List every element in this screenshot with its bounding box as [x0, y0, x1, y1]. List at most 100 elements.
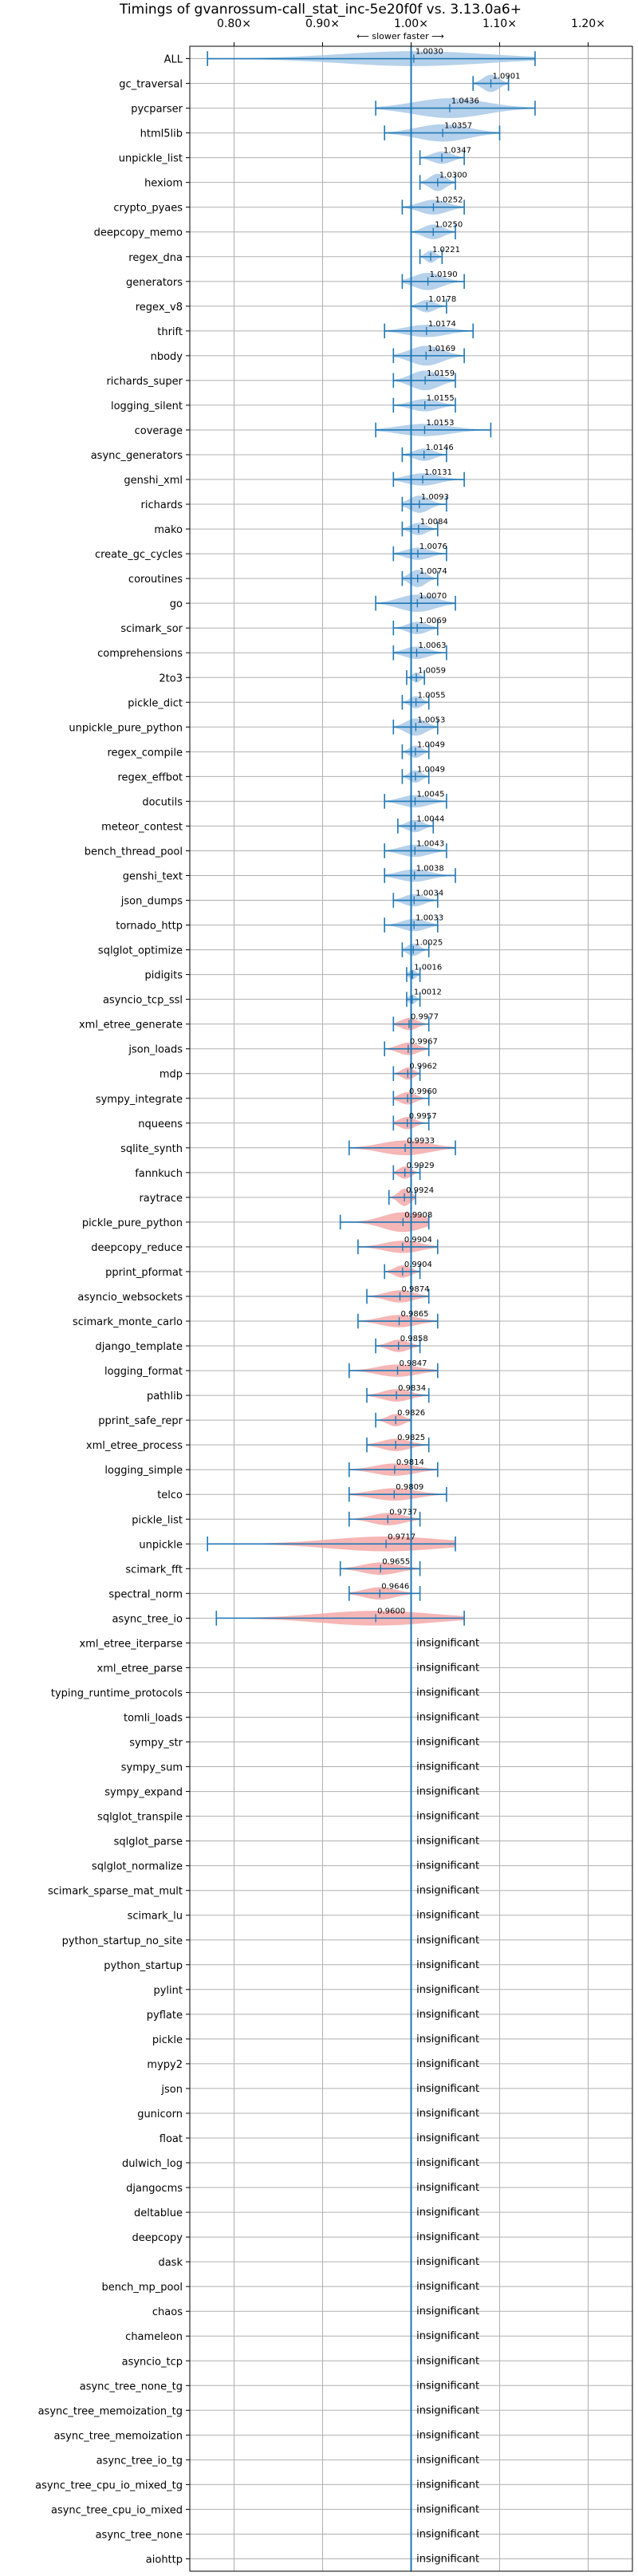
value-label: 1.0221 [432, 246, 460, 254]
value-label: 1.0252 [435, 196, 463, 205]
benchmark-label: sympy_integrate [96, 1094, 183, 1106]
value-label: 0.9858 [400, 1335, 428, 1343]
value-label: 1.0250 [435, 221, 463, 230]
benchmark-label: sympy_str [129, 1738, 183, 1750]
insignificant-label: insignificant [416, 2256, 479, 2268]
benchmark-label: sqlite_synth [120, 1143, 183, 1155]
insignificant-label: insignificant [416, 1811, 479, 1823]
benchmark-label: deepcopy_reduce [91, 1242, 183, 1254]
value-label: 1.0045 [416, 790, 444, 799]
insignificant-label: insignificant [416, 1786, 479, 1798]
value-label: 1.0038 [416, 864, 444, 873]
value-label: 0.9929 [407, 1162, 435, 1170]
insignificant-label: insignificant [416, 1959, 479, 1971]
benchmark-label: pickle [152, 2034, 183, 2046]
benchmark-label: deepcopy_memo [94, 227, 183, 239]
benchmark-label: unpickle_list [119, 153, 183, 165]
marks-layer [207, 46, 536, 2571]
insignificant-label: insignificant [416, 2553, 479, 2565]
value-label: 1.0155 [427, 394, 455, 403]
benchmark-label: gc_traversal [119, 79, 183, 91]
benchmark-label: python_startup_no_site [62, 1935, 183, 1947]
benchmark-label: scimark_fft [125, 1564, 183, 1576]
benchmark-label: 2to3 [159, 673, 183, 684]
value-label: 0.9924 [406, 1186, 434, 1195]
benchmark-label: django_template [96, 1341, 183, 1353]
insignificant-label: insignificant [416, 2503, 479, 2515]
value-label: 1.0174 [428, 320, 456, 329]
insignificant-label: insignificant [416, 1836, 479, 1848]
insignificant-label: insignificant [416, 1885, 479, 1897]
value-label: 1.0076 [419, 542, 447, 551]
value-label: 1.0178 [428, 295, 456, 304]
insignificant-label: insignificant [416, 1761, 479, 1773]
insignificant-label: insignificant [416, 2479, 479, 2491]
insignificant-label: insignificant [416, 1910, 479, 1922]
value-label: 0.9933 [407, 1137, 435, 1146]
benchmark-label: nbody [151, 351, 183, 363]
benchmark-label: scimark_sparse_mat_mult [48, 1886, 183, 1898]
benchmark-label: go [170, 598, 183, 610]
benchmark-label: mdp [160, 1069, 183, 1081]
value-label: 0.9646 [381, 1582, 409, 1591]
value-label: 0.9962 [409, 1063, 437, 1071]
chart-title: Timings of gvanrossum-call_stat_inc-5e20… [119, 2, 522, 18]
x-tick-label: 1.10× [482, 18, 517, 30]
chart-subtitle: ⟵ slower faster ⟶ [356, 31, 444, 41]
value-label: 1.0016 [414, 964, 442, 972]
benchmark-label: pprint_pformat [105, 1267, 183, 1279]
benchmark-label: sqlglot_normalize [92, 1861, 183, 1873]
value-label: 0.9737 [389, 1508, 417, 1517]
insignificant-label: insignificant [416, 1935, 479, 1947]
value-label: 0.9874 [402, 1285, 430, 1294]
value-label: 1.0012 [414, 988, 442, 997]
value-label: 1.0034 [415, 890, 443, 898]
value-label: 1.0190 [430, 270, 458, 279]
benchmark-label: unpickle_pure_python [69, 722, 183, 734]
insignificant-label: insignificant [416, 2108, 479, 2120]
benchmark-label: nqueens [138, 1118, 183, 1130]
benchmark-label: dask [158, 2257, 183, 2269]
insignificant-label: insignificant [416, 2404, 479, 2416]
benchmark-label: genshi_text [123, 870, 183, 882]
value-label: 1.0347 [443, 147, 471, 156]
benchmark-label: pidigits [145, 970, 183, 982]
value-label: 1.0901 [493, 73, 521, 81]
benchmark-label: spectral_norm [108, 1588, 183, 1600]
benchmark-label: richards_super [106, 376, 183, 388]
value-label: 0.9834 [398, 1384, 426, 1393]
benchmark-label: asyncio_tcp_ssl [103, 995, 183, 1007]
value-label: 0.9655 [382, 1557, 410, 1566]
value-label: 1.0084 [420, 518, 448, 527]
benchmark-label: tornado_http [116, 921, 183, 933]
benchmark-label: float [160, 2133, 183, 2145]
benchmark-label: gunicorn [137, 2109, 183, 2120]
value-label: 1.0033 [415, 914, 443, 923]
benchmark-label: pickle_dict [128, 697, 183, 709]
benchmark-label: djangocms [126, 2183, 183, 2195]
value-label: 0.9809 [396, 1483, 423, 1492]
benchmark-label: xml_etree_iterparse [79, 1638, 183, 1650]
benchmark-label: telco [157, 1489, 183, 1501]
value-label: 1.0059 [418, 666, 446, 675]
benchmark-label: pickle_pure_python [82, 1217, 183, 1229]
benchmark-label: async_tree_io_tg [96, 2455, 183, 2467]
benchmark-label: scimark_monte_carlo [73, 1316, 183, 1328]
benchmark-label: pathlib [147, 1391, 183, 1402]
benchmark-label: chaos [152, 2306, 183, 2318]
insignificant-label: insignificant [416, 2058, 479, 2070]
benchmark-label: docutils [142, 796, 183, 808]
benchmark-label: mypy2 [147, 2059, 183, 2071]
benchmark-label: logging_format [104, 1366, 183, 1378]
labels-layer: 0.80× 0.90× 1.00× 1.10× 1.20× ALL 1.0030 gc_tra… [35, 18, 605, 2566]
benchmark-label: hexiom [144, 178, 183, 190]
value-label: 0.9717 [388, 1533, 415, 1541]
value-label: 1.0030 [415, 48, 443, 57]
insignificant-label: insignificant [416, 2207, 479, 2219]
benchmark-label: generators [126, 277, 183, 289]
benchmark-label: comprehensions [97, 648, 183, 660]
benchmark-label: sympy_sum [121, 1762, 183, 1774]
value-label: 1.0131 [424, 468, 452, 477]
value-label: 1.0093 [421, 493, 449, 502]
